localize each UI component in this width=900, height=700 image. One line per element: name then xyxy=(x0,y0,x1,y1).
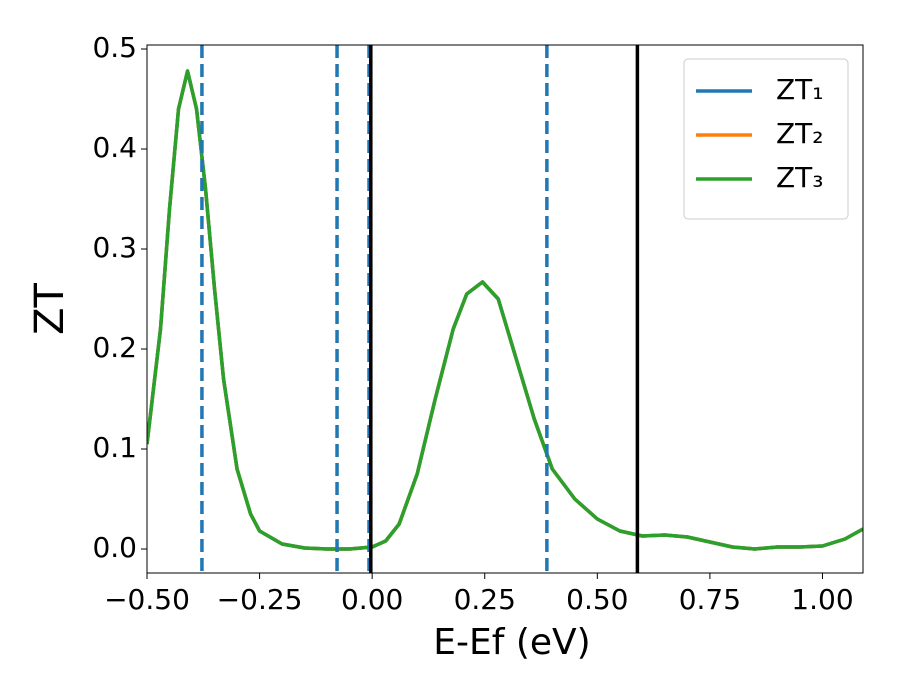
plot-area xyxy=(147,45,863,573)
x-tick-label: 0.75 xyxy=(679,583,741,616)
x-tick-label: 1.00 xyxy=(791,583,853,616)
y-axis-label: ZT xyxy=(27,283,73,335)
y-tick-label: 0.0 xyxy=(92,531,137,564)
x-tick-label: 0.00 xyxy=(341,583,403,616)
y-tick-label: 0.5 xyxy=(92,31,137,64)
legend-label: ZT₃ xyxy=(776,161,824,194)
x-tick-label: −0.50 xyxy=(104,583,190,616)
y-tick-label: 0.3 xyxy=(92,231,137,264)
plot-frame xyxy=(146,44,864,574)
y-tick-label: 0.2 xyxy=(92,331,137,364)
legend-label: ZT₂ xyxy=(776,117,824,150)
y-tick-label: 0.1 xyxy=(92,431,137,464)
x-tick-label: −0.25 xyxy=(217,583,303,616)
line xyxy=(147,69,863,551)
x-tick-label: 0.50 xyxy=(566,583,628,616)
legend-label: ZT₁ xyxy=(776,73,824,106)
x-tick-label: 0.25 xyxy=(454,583,516,616)
y-tick-label: 0.4 xyxy=(92,131,137,164)
x-axis-label: E-Ef (eV) xyxy=(433,622,590,663)
